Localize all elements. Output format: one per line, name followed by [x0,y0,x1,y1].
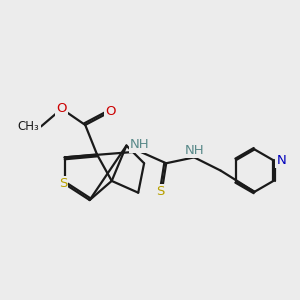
Text: NH: NH [130,139,149,152]
Text: O: O [105,105,116,118]
Text: N: N [276,154,286,166]
Text: S: S [156,185,164,198]
Text: NH: NH [184,144,204,158]
Text: CH₃: CH₃ [18,120,40,133]
Text: O: O [56,102,67,115]
Text: S: S [59,177,67,190]
